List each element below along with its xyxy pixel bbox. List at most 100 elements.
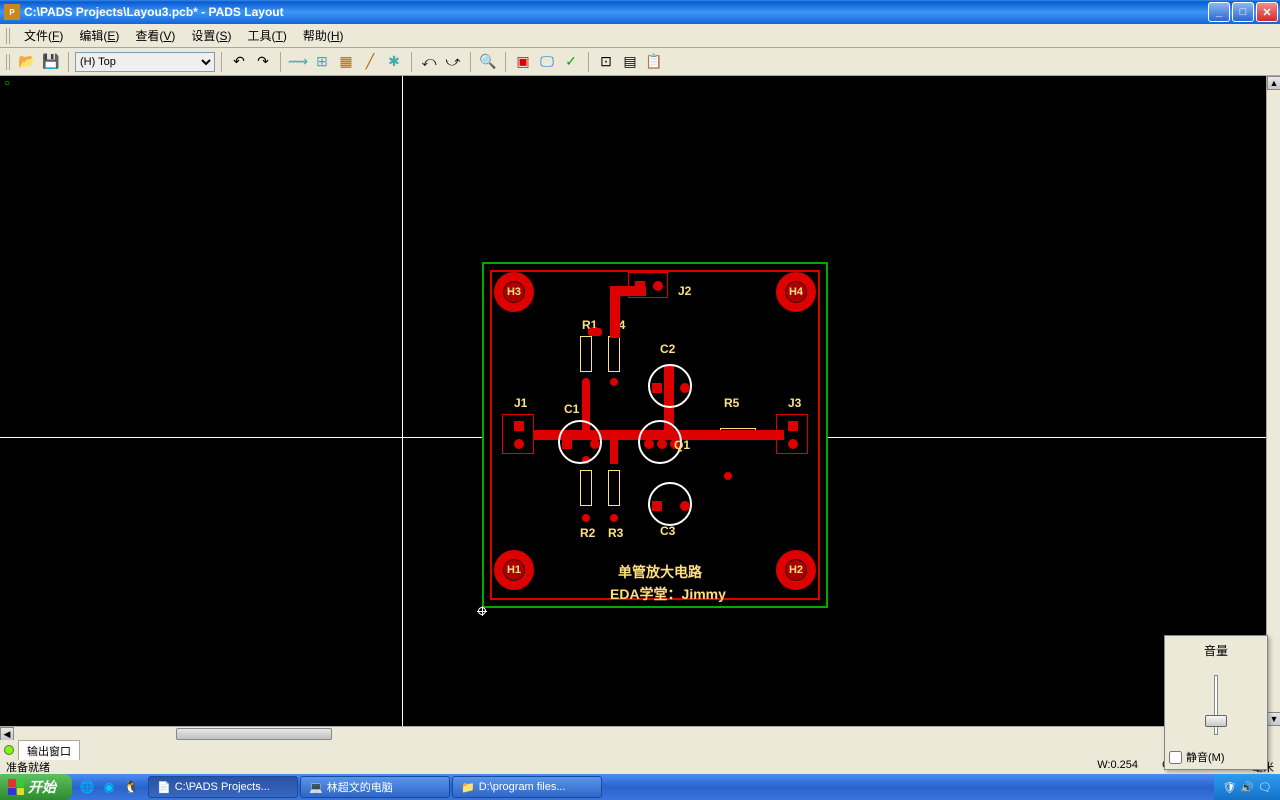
- horizontal-scrollbar[interactable]: ◀ ▶: [0, 726, 1266, 740]
- taskbar: 开始 🌐 ◉ 🐧 📄C:\PADS Projects... 💻林超文的电脑 📁D…: [0, 774, 1280, 800]
- volume-slider[interactable]: [1165, 665, 1267, 745]
- mounting-hole[interactable]: H1: [494, 550, 534, 590]
- panel-icon[interactable]: ▤: [619, 51, 641, 73]
- menu-view[interactable]: 查看(V): [127, 25, 183, 46]
- trace[interactable]: [610, 438, 618, 464]
- windows-logo-icon: [8, 779, 24, 795]
- zoom-icon[interactable]: 🔍: [477, 51, 499, 73]
- taskbar-task[interactable]: 💻林超文的电脑: [300, 776, 450, 798]
- output-tab[interactable]: 输出窗口: [18, 740, 80, 761]
- capacitor[interactable]: [648, 482, 692, 526]
- pad[interactable]: [610, 514, 618, 522]
- origin-marker: ○: [4, 78, 10, 89]
- pad[interactable]: [582, 514, 590, 522]
- connector[interactable]: [502, 414, 534, 454]
- select-icon[interactable]: ▣: [512, 51, 534, 73]
- capacitor[interactable]: [558, 420, 602, 464]
- titlebar: P C:\PADS Projects\Layou3.pcb* - PADS La…: [0, 0, 1280, 24]
- star-icon[interactable]: ✱: [383, 51, 405, 73]
- menu-tools[interactable]: 工具(T): [239, 25, 294, 46]
- ref-label: R2: [580, 526, 595, 540]
- report-icon[interactable]: 📋: [643, 51, 665, 73]
- minimize-button[interactable]: _: [1208, 2, 1230, 22]
- grid-icon[interactable]: ⊞: [311, 51, 333, 73]
- ref-label: Q1: [674, 438, 690, 452]
- task-icon: 📄: [157, 781, 171, 794]
- window-icon[interactable]: ⊡: [595, 51, 617, 73]
- save-icon[interactable]: 💾: [40, 51, 62, 73]
- ref-label: J3: [788, 396, 801, 410]
- start-button[interactable]: 开始: [0, 774, 72, 800]
- task-icon: 💻: [309, 781, 323, 794]
- tray-icon[interactable]: 🔊: [1240, 781, 1254, 794]
- layer-select[interactable]: (H) Top: [75, 52, 215, 72]
- ie-icon[interactable]: 🌐: [78, 778, 96, 796]
- app-icon: P: [4, 4, 20, 20]
- mounting-hole[interactable]: H4: [776, 272, 816, 312]
- undo2-icon[interactable]: ⤺: [418, 51, 440, 73]
- tray-icon[interactable]: 🛡: [1222, 781, 1236, 794]
- mute-row: 静音(M): [1165, 745, 1267, 769]
- pad[interactable]: [610, 378, 618, 386]
- mute-checkbox[interactable]: [1169, 751, 1182, 764]
- status-width: W:0.254: [1097, 759, 1138, 775]
- route-icon[interactable]: ⟿: [287, 51, 309, 73]
- display-icon[interactable]: 🖵: [536, 51, 558, 73]
- quick-launch: 🌐 ◉ 🐧: [78, 778, 140, 796]
- ref-label: C1: [564, 402, 579, 416]
- menu-help[interactable]: 帮助(H): [295, 25, 352, 46]
- status-ready: 准备就绪: [6, 759, 50, 775]
- resistor[interactable]: [580, 336, 592, 372]
- output-panel-tabbar: 输出窗口: [0, 740, 1280, 760]
- slider-thumb[interactable]: [1205, 715, 1227, 727]
- system-tray[interactable]: 🛡 🔊 🗨: [1214, 774, 1280, 800]
- undo-icon[interactable]: ↶: [228, 51, 250, 73]
- menu-setup[interactable]: 设置(S): [183, 25, 239, 46]
- taskbar-task[interactable]: 📁D:\program files...: [452, 776, 602, 798]
- ref-label: J1: [514, 396, 527, 410]
- menu-grip[interactable]: [6, 28, 12, 44]
- line-icon[interactable]: ╱: [359, 51, 381, 73]
- menu-file[interactable]: 文件(F): [16, 25, 71, 46]
- crosshair-vertical: [402, 76, 403, 726]
- mounting-hole[interactable]: H2: [776, 550, 816, 590]
- media-icon[interactable]: ◉: [100, 778, 118, 796]
- toolbar-separator: [68, 52, 69, 72]
- via[interactable]: [724, 472, 732, 480]
- tray-icon[interactable]: 🗨: [1258, 781, 1272, 794]
- ref-label: C2: [660, 342, 675, 356]
- resistor[interactable]: [608, 470, 620, 506]
- close-button[interactable]: ✕: [1256, 2, 1278, 22]
- open-icon[interactable]: 📂: [16, 51, 38, 73]
- layer-icon[interactable]: ▦: [335, 51, 357, 73]
- check-icon[interactable]: ✓: [560, 51, 582, 73]
- via[interactable]: [588, 328, 602, 336]
- scroll-left-icon[interactable]: ◀: [0, 727, 14, 741]
- vertical-scrollbar[interactable]: ▲ ▼: [1266, 76, 1280, 726]
- scrollbar-thumb[interactable]: [176, 728, 332, 740]
- toolbar-separator: [588, 52, 589, 72]
- scroll-up-icon[interactable]: ▲: [1267, 76, 1280, 90]
- pcb-canvas[interactable]: ○ H3 H4 H1 H2 J1 J2 J3 R1 R4 R2 R3 R5: [0, 76, 1280, 726]
- ref-label: J2: [678, 284, 691, 298]
- board-origin-icon: [477, 606, 487, 616]
- redo2-icon[interactable]: ⤻: [442, 51, 464, 73]
- trace[interactable]: [610, 286, 646, 296]
- menu-edit[interactable]: 编辑(E): [71, 25, 127, 46]
- ref-label: C3: [660, 524, 675, 538]
- qq-icon[interactable]: 🐧: [122, 778, 140, 796]
- toolbar-grip[interactable]: [6, 54, 12, 70]
- menubar: 文件(F) 编辑(E) 查看(V) 设置(S) 工具(T) 帮助(H): [0, 24, 1280, 48]
- silkscreen-text: 单管放大电路: [618, 562, 702, 582]
- mounting-hole[interactable]: H3: [494, 272, 534, 312]
- taskbar-task[interactable]: 📄C:\PADS Projects...: [148, 776, 298, 798]
- resistor[interactable]: [580, 470, 592, 506]
- ref-label: R3: [608, 526, 623, 540]
- volume-title: 音量: [1165, 636, 1267, 665]
- scroll-down-icon[interactable]: ▼: [1267, 712, 1280, 726]
- task-icon: 📁: [461, 781, 475, 794]
- maximize-button[interactable]: □: [1232, 2, 1254, 22]
- redo-icon[interactable]: ↷: [252, 51, 274, 73]
- resistor[interactable]: [608, 336, 620, 372]
- capacitor[interactable]: [648, 364, 692, 408]
